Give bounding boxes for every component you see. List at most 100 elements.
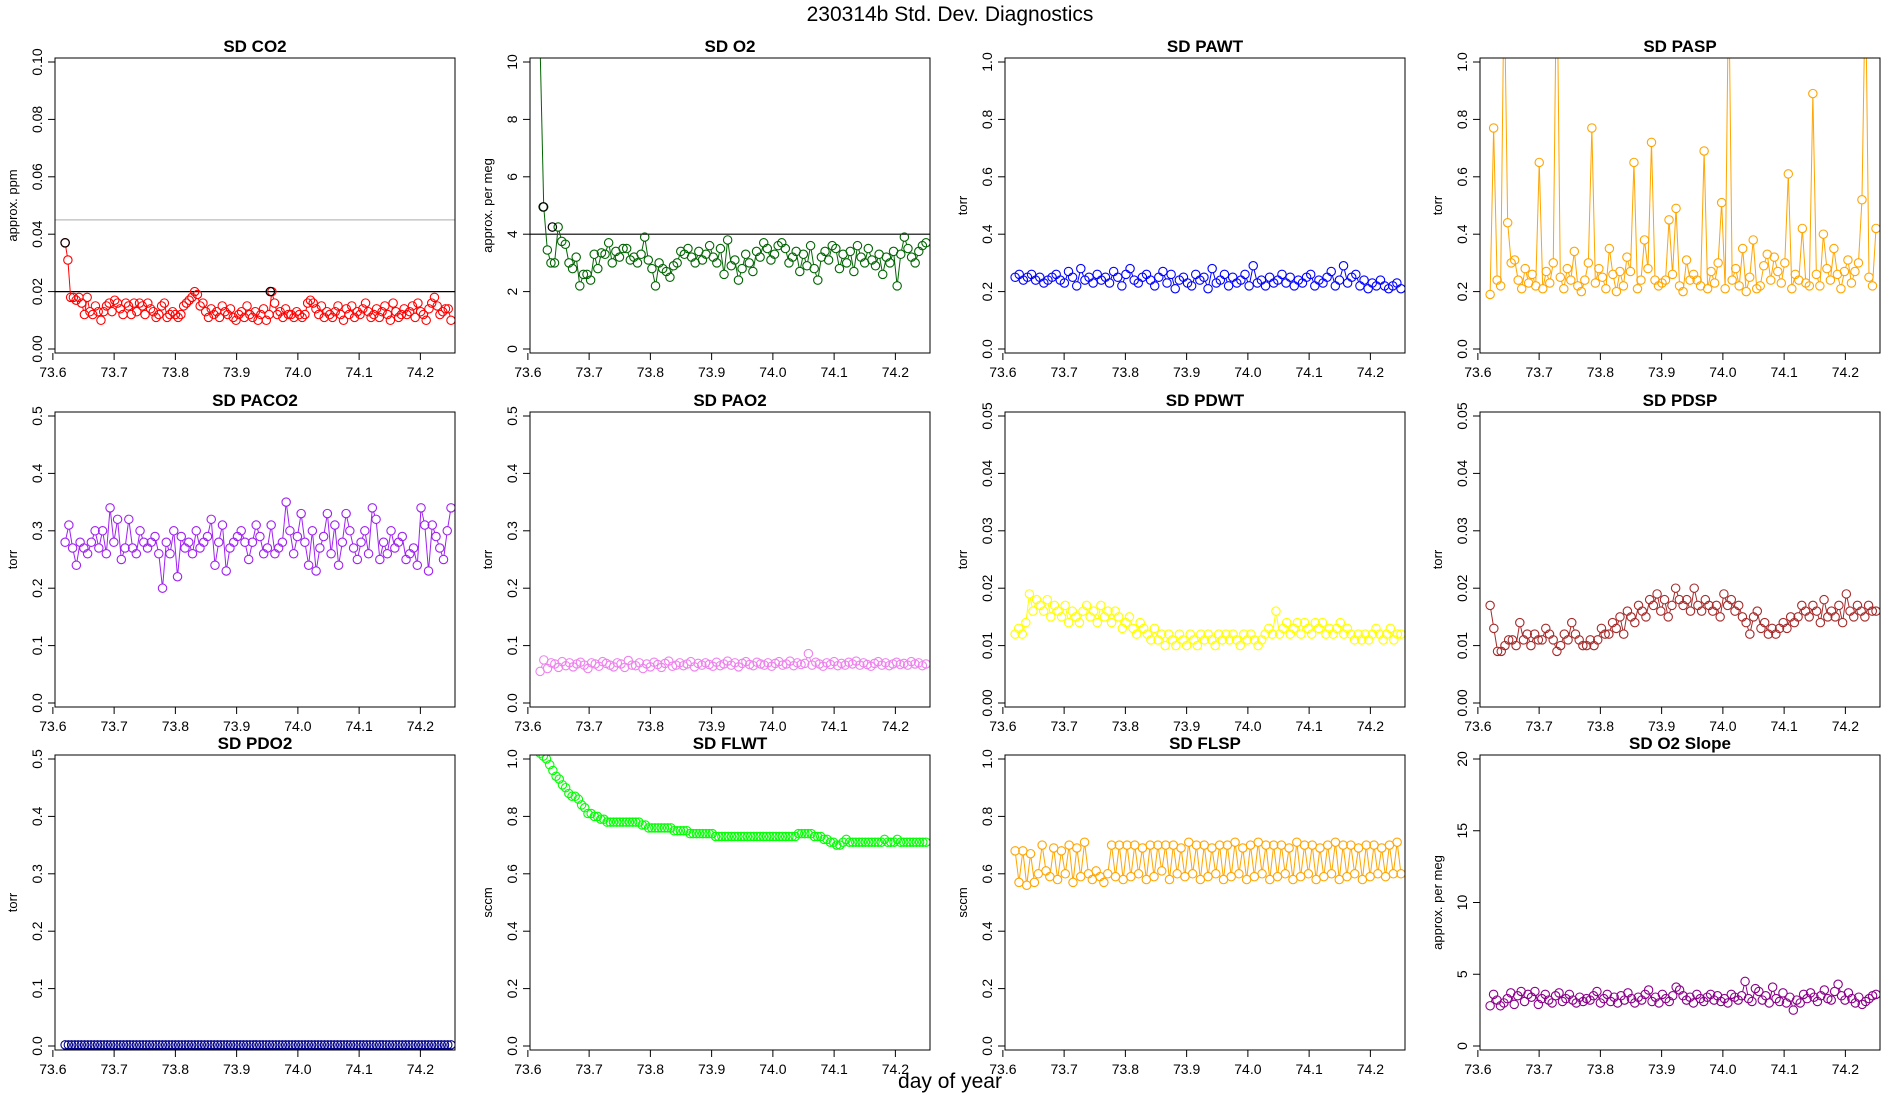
data-point bbox=[380, 301, 390, 311]
data-point bbox=[1841, 589, 1852, 599]
y-tick-label: 0.00 bbox=[979, 689, 995, 716]
data-point bbox=[367, 503, 378, 513]
data-point bbox=[1733, 600, 1744, 611]
series-segment bbox=[1623, 261, 1627, 282]
data-point bbox=[1088, 278, 1098, 288]
series-segment bbox=[1627, 261, 1630, 268]
series-segment bbox=[99, 534, 103, 545]
chart-title: SD FLSP bbox=[1169, 734, 1241, 753]
data-point bbox=[360, 526, 370, 536]
data-point bbox=[269, 298, 280, 308]
data-point bbox=[333, 301, 343, 311]
series-segment bbox=[1711, 275, 1714, 280]
data-point bbox=[381, 1040, 391, 1050]
y-tick-label: 0.1 bbox=[29, 636, 45, 656]
data-point bbox=[1295, 871, 1306, 882]
data-point bbox=[845, 246, 856, 257]
series-segment bbox=[1531, 637, 1534, 642]
data-point bbox=[1758, 261, 1769, 271]
y-tick-label: 2 bbox=[504, 287, 520, 295]
data-point bbox=[1795, 998, 1805, 1008]
data-point bbox=[895, 659, 906, 670]
data-point bbox=[1359, 275, 1369, 285]
series-segment bbox=[1585, 266, 1588, 277]
data-point bbox=[683, 243, 693, 254]
data-point bbox=[1271, 606, 1281, 616]
data-point bbox=[847, 837, 858, 847]
y-axis-label: torr bbox=[955, 549, 970, 569]
data-point bbox=[341, 508, 351, 519]
series-segment bbox=[1587, 132, 1593, 259]
data-point bbox=[713, 831, 724, 842]
series-segment bbox=[1817, 278, 1820, 282]
data-point bbox=[549, 258, 560, 268]
series-segment bbox=[1690, 592, 1695, 608]
data-point bbox=[1811, 606, 1822, 616]
series-segment bbox=[1732, 272, 1735, 277]
series-segment bbox=[1547, 275, 1550, 280]
y-tick-label: 0.04 bbox=[29, 220, 45, 247]
y-tick-label: 0.2 bbox=[29, 578, 45, 598]
x-tick-label: 74.0 bbox=[759, 718, 786, 734]
series-segment bbox=[1494, 632, 1498, 648]
data-point bbox=[621, 243, 632, 254]
data-point bbox=[281, 497, 291, 507]
series-segment bbox=[1094, 615, 1097, 619]
y-tick-label: 0.3 bbox=[29, 864, 45, 884]
x-tick-label: 74.0 bbox=[284, 364, 311, 380]
series-segment bbox=[1839, 609, 1843, 619]
data-point bbox=[605, 817, 616, 827]
y-tick-label: 0.6 bbox=[979, 864, 995, 884]
x-tick-label: 73.7 bbox=[101, 364, 128, 380]
data-point bbox=[371, 514, 381, 525]
data-point bbox=[1131, 629, 1142, 639]
series-segment bbox=[1521, 272, 1525, 285]
data-point bbox=[1249, 871, 1260, 882]
y-tick-label: 0.02 bbox=[1454, 574, 1470, 601]
x-tick-label: 73.7 bbox=[101, 718, 128, 734]
data-point bbox=[911, 837, 922, 847]
data-point bbox=[436, 1040, 447, 1050]
series-segment bbox=[717, 252, 720, 259]
plot-area bbox=[535, 648, 930, 677]
y-tick-label: 0.2 bbox=[1454, 282, 1470, 302]
data-point bbox=[879, 834, 890, 845]
data-point bbox=[386, 526, 396, 536]
plot-frame bbox=[54, 57, 456, 354]
data-point bbox=[787, 831, 797, 842]
series-segment bbox=[598, 256, 601, 265]
series-segment bbox=[580, 278, 583, 283]
data-point bbox=[435, 543, 445, 553]
data-point bbox=[344, 309, 354, 320]
data-point bbox=[1153, 840, 1163, 850]
data-point bbox=[1334, 275, 1345, 285]
data-point bbox=[1541, 266, 1552, 277]
x-tick-label: 74.1 bbox=[1296, 364, 1323, 380]
data-point bbox=[1667, 991, 1678, 1001]
x-tick-label: 74.2 bbox=[882, 718, 909, 734]
data-point bbox=[1180, 871, 1190, 882]
series-segment bbox=[1080, 846, 1085, 873]
x-tick-label: 73.7 bbox=[1051, 718, 1078, 734]
series-segment bbox=[677, 255, 680, 260]
series-segment bbox=[1647, 146, 1652, 265]
series-segment bbox=[308, 534, 313, 562]
data-point bbox=[217, 520, 228, 530]
data-point bbox=[180, 1040, 190, 1050]
series-segment bbox=[1188, 846, 1193, 870]
series-segment bbox=[1176, 637, 1179, 642]
series-segment bbox=[1617, 620, 1620, 625]
data-point bbox=[646, 823, 657, 833]
series-segment bbox=[1568, 272, 1571, 277]
series-segment bbox=[323, 517, 328, 533]
data-point bbox=[132, 306, 142, 317]
data-point bbox=[278, 312, 288, 323]
data-point bbox=[241, 1040, 252, 1050]
data-point bbox=[235, 1040, 245, 1050]
series-segment bbox=[260, 540, 264, 550]
data-point bbox=[245, 1040, 255, 1050]
data-point bbox=[105, 1040, 116, 1050]
series-segment bbox=[1242, 852, 1247, 876]
data-point bbox=[388, 298, 398, 308]
data-point bbox=[1526, 640, 1536, 651]
